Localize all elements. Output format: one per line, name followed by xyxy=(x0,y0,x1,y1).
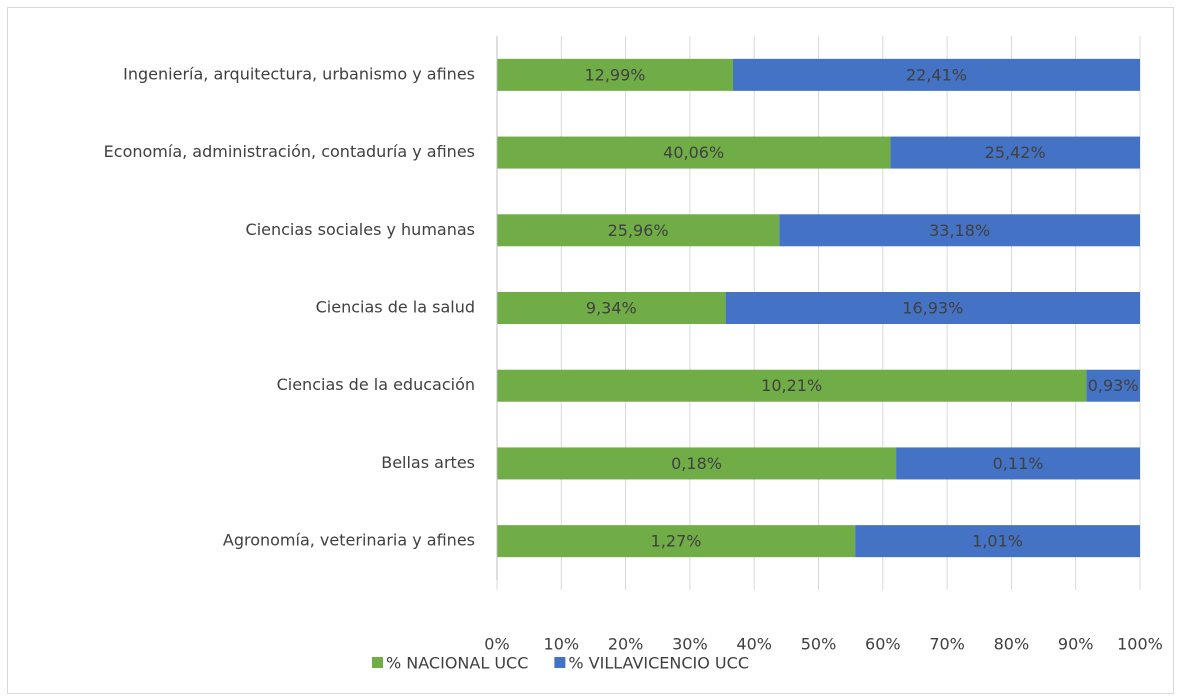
data-label: 1,01% xyxy=(972,532,1023,551)
x-tick-label: 100% xyxy=(1117,635,1163,654)
bar-segment xyxy=(855,525,1140,558)
y-tick-label: Ciencias de la educación xyxy=(277,375,475,394)
legend-swatch xyxy=(372,657,383,668)
data-label: 33,18% xyxy=(929,221,990,240)
bar-segment xyxy=(890,136,1140,169)
legend-swatch xyxy=(554,657,566,668)
bar-segment xyxy=(779,214,1140,247)
data-label: 25,96% xyxy=(608,221,669,240)
bar-segment xyxy=(497,136,891,169)
data-label: 12,99% xyxy=(584,65,645,84)
data-label: 0,18% xyxy=(671,454,722,473)
data-label: 1,27% xyxy=(651,532,702,551)
data-label: 0,93% xyxy=(1088,376,1139,395)
legend-label: % VILLAVICENCIO UCC xyxy=(568,654,749,673)
x-tick-label: 10% xyxy=(544,635,580,654)
data-label: 22,41% xyxy=(906,65,967,84)
bar-segment xyxy=(497,58,733,91)
y-tick-label: Ciencias sociales y humanas xyxy=(246,220,475,239)
x-tick-label: 70% xyxy=(929,635,965,654)
bar-segment xyxy=(497,525,856,558)
x-tick-label: 20% xyxy=(608,635,644,654)
bar-segment xyxy=(497,214,780,247)
data-label: 0,11% xyxy=(993,454,1044,473)
bar-segment xyxy=(497,292,726,324)
bar-segment xyxy=(1086,369,1140,402)
bar-segment xyxy=(725,292,1140,324)
x-tick-label: 40% xyxy=(736,635,772,654)
bar-segment xyxy=(497,447,897,480)
x-tick-label: 60% xyxy=(865,635,901,654)
bar-segment xyxy=(896,447,1140,480)
y-tick-label: Agronomía, veterinaria y afines xyxy=(223,531,475,550)
y-tick-label: Economía, administración, contaduría y a… xyxy=(104,142,475,161)
y-tick-label: Ciencias de la salud xyxy=(316,298,475,317)
data-label: 9,34% xyxy=(586,299,637,318)
data-label: 10,21% xyxy=(761,376,822,395)
legend-label: % NACIONAL UCC xyxy=(386,654,528,673)
x-tick-label: 50% xyxy=(801,635,837,654)
x-tick-label: 0% xyxy=(484,635,509,654)
bar-segment xyxy=(732,58,1140,91)
data-label: 16,93% xyxy=(902,299,963,318)
x-tick-label: 30% xyxy=(672,635,708,654)
data-label: 40,06% xyxy=(663,143,724,162)
x-tick-label: 80% xyxy=(994,635,1030,654)
data-label: 25,42% xyxy=(985,143,1046,162)
x-tick-label: 90% xyxy=(1058,635,1094,654)
bar-segment xyxy=(497,369,1087,402)
y-tick-label: Ingeniería, arquitectura, urbanismo y af… xyxy=(123,64,475,83)
y-tick-label: Bellas artes xyxy=(381,453,475,472)
chart-border xyxy=(7,7,1174,694)
